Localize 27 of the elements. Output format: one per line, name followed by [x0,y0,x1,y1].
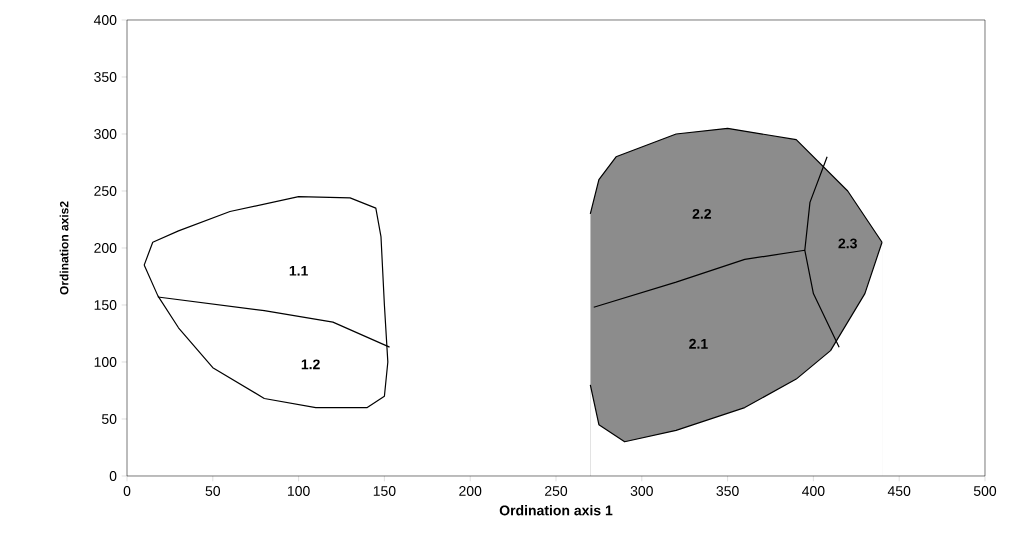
x-tick-label: 150 [373,486,396,496]
x-tick-label: 300 [630,486,653,496]
x-tick-label: 400 [802,486,825,496]
x-tick-label: 450 [887,486,911,496]
y-axis-title: Ordination axis2 [59,201,69,295]
y-tick-label: 250 [94,186,117,196]
x-axis-title: Ordination axis 1 [499,505,613,516]
annotation: 1.1 [289,265,308,276]
x-tick-label: 50 [205,486,221,496]
annotation: 1.2 [301,359,320,370]
x-tick-label: 350 [716,486,739,496]
y-tick-label: 200 [94,243,117,253]
y-tick-label: 350 [94,72,117,82]
y-tick-label: 400 [93,15,117,25]
y-tick-label: 300 [94,129,117,139]
y-tick-label: 100 [94,357,117,367]
x-tick-label: 0 [123,486,131,496]
y-tick-label: 50 [101,414,117,424]
y-tick-label: 0 [109,471,117,481]
annotation: 2.3 [838,238,857,249]
x-tick-label: 100 [287,486,310,496]
x-tick-label: 250 [545,486,568,496]
x-tick-label: 200 [459,486,482,496]
x-tick-label: 500 [973,486,997,496]
annotation: 2.2 [692,208,712,219]
annotation: 2.1 [689,338,708,349]
y-tick-label: 150 [94,300,117,310]
